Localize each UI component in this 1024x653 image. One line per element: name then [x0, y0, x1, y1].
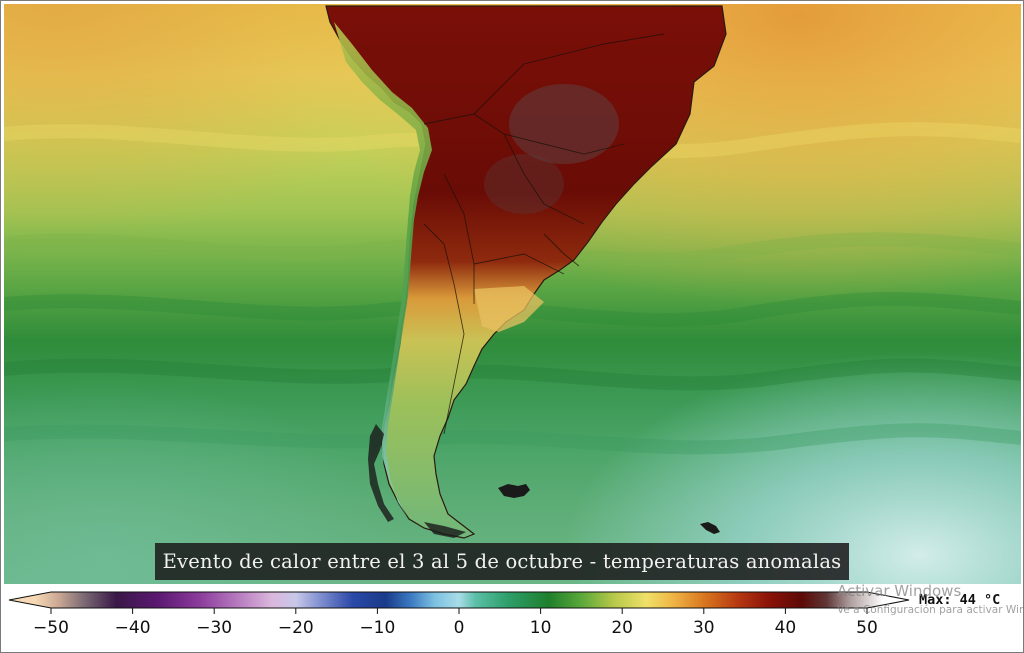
windows-activation-watermark-title: Activar Windows	[837, 582, 962, 600]
colorbar-ramp	[8, 591, 910, 609]
colorbar-tick-label: 30	[692, 618, 715, 638]
max-value-label: Max: 44 °C	[919, 592, 1001, 608]
temperature-map-svg	[4, 4, 1021, 584]
south-georgia-island	[700, 522, 720, 534]
colorbar-tick-label: −20	[277, 618, 314, 638]
colorbar-ticks	[50, 608, 868, 614]
colorbar-tick-label: −10	[359, 618, 396, 638]
country-borders	[423, 33, 665, 435]
colorbar-tick-label: 20	[611, 618, 633, 638]
caption-banner: Evento de calor entre el 3 al 5 de octub…	[155, 543, 849, 580]
colorbar-tick-label: 50	[856, 618, 878, 638]
falkland-islands	[498, 484, 530, 498]
pampas-region	[474, 286, 544, 332]
colorbar-tick-label: −40	[114, 618, 151, 638]
colorbar-tick-label: −30	[196, 618, 233, 638]
hot-core-brazil	[509, 84, 619, 164]
colorbar: −50 −40 −30 −20 −10 0 10 20 30 40 50 Max: 44 °C Ac…	[1, 582, 1023, 652]
colorbar-svg	[8, 591, 910, 614]
colorbar-tick-label: 0	[453, 618, 465, 638]
colorbar-tick-label: 10	[529, 618, 552, 638]
colorbar-tick-label: −50	[33, 618, 69, 638]
windows-activation-watermark-subtitle: Ve a Configuración para activar Windows.	[837, 604, 1023, 616]
temperature-map	[4, 4, 1021, 584]
hot-core-bolivia	[484, 154, 564, 214]
patagonia-archipelago	[368, 424, 466, 538]
colorbar-tick-label: 40	[774, 618, 797, 638]
